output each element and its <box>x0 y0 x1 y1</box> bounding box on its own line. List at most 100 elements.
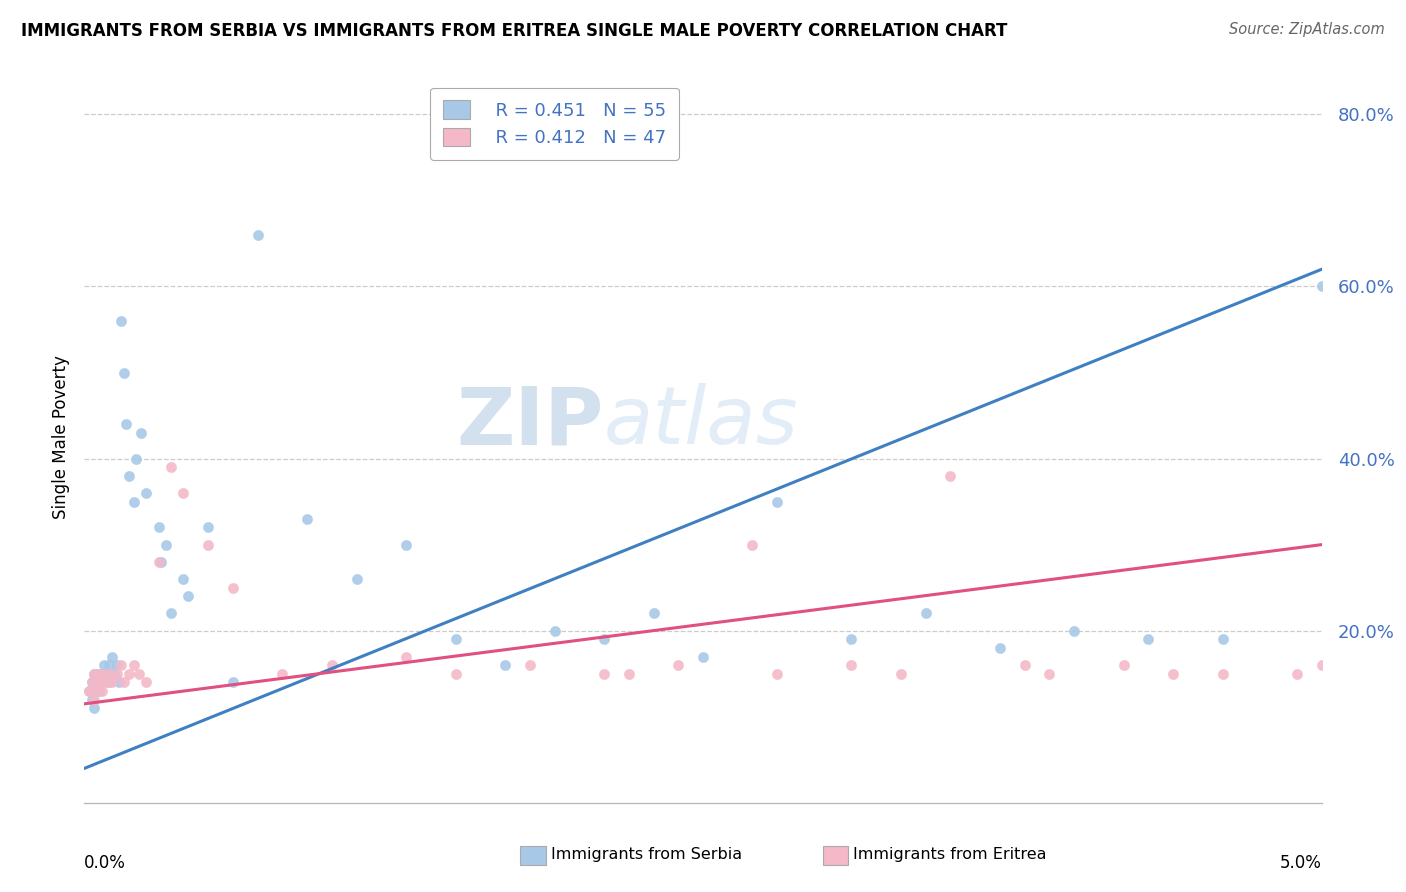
Point <box>79 684 101 698</box>
Point <box>96 666 118 681</box>
Point <box>105 666 128 681</box>
Point <box>766 666 789 681</box>
Point <box>395 649 418 664</box>
Point <box>643 607 665 621</box>
Point <box>939 468 962 483</box>
Point <box>177 589 200 603</box>
Point <box>89 684 111 698</box>
Point <box>741 538 763 552</box>
Point <box>444 632 467 647</box>
Point <box>80 684 103 698</box>
Point <box>172 572 194 586</box>
Point <box>89 666 111 681</box>
Point <box>86 675 108 690</box>
Point <box>692 649 714 664</box>
Point <box>160 607 183 621</box>
Point <box>1063 624 1085 638</box>
Point <box>914 607 936 621</box>
Point <box>128 666 150 681</box>
Point <box>83 666 105 681</box>
Point <box>100 649 122 664</box>
Point <box>1310 658 1333 673</box>
Point <box>444 666 467 681</box>
Point <box>125 451 148 466</box>
Point <box>83 666 105 681</box>
Point <box>89 675 111 690</box>
Point <box>90 684 112 698</box>
Point <box>112 675 135 690</box>
Point <box>1137 632 1160 647</box>
Point <box>1038 666 1060 681</box>
Point <box>150 555 173 569</box>
Text: IMMIGRANTS FROM SERBIA VS IMMIGRANTS FROM ERITREA SINGLE MALE POVERTY CORRELATIO: IMMIGRANTS FROM SERBIA VS IMMIGRANTS FRO… <box>21 22 1008 40</box>
Text: Source: ZipAtlas.com: Source: ZipAtlas.com <box>1229 22 1385 37</box>
Point <box>148 520 170 534</box>
Point <box>988 640 1011 655</box>
Point <box>80 675 103 690</box>
Point <box>80 675 103 690</box>
Point <box>118 468 141 483</box>
Point <box>135 486 157 500</box>
Point <box>98 658 121 673</box>
Point <box>135 675 157 690</box>
Text: Immigrants from Serbia: Immigrants from Serbia <box>551 847 742 862</box>
Point <box>108 675 131 690</box>
Point <box>100 675 122 690</box>
Point <box>80 692 103 706</box>
Point <box>83 701 105 715</box>
Point <box>103 666 125 681</box>
Point <box>494 658 516 673</box>
Point <box>295 512 318 526</box>
Point <box>90 675 112 690</box>
Point <box>115 417 138 432</box>
Point <box>841 632 863 647</box>
Point <box>93 666 115 681</box>
Text: atlas: atlas <box>605 384 799 461</box>
Point <box>197 520 219 534</box>
Point <box>98 666 121 681</box>
Text: 5.0%: 5.0% <box>1279 854 1322 872</box>
Point <box>395 538 418 552</box>
Point <box>1285 666 1308 681</box>
Text: 0.0%: 0.0% <box>84 854 127 872</box>
Point <box>197 538 219 552</box>
Point <box>89 675 111 690</box>
Point <box>321 658 343 673</box>
Point <box>155 538 177 552</box>
Point <box>766 494 789 508</box>
Point <box>122 658 145 673</box>
Point <box>90 675 112 690</box>
Point <box>593 632 616 647</box>
Point <box>666 658 689 673</box>
Point <box>172 486 194 500</box>
Point <box>86 684 108 698</box>
Point <box>98 675 121 690</box>
Point <box>1014 658 1036 673</box>
Point <box>79 684 101 698</box>
Point <box>86 675 108 690</box>
Y-axis label: Single Male Poverty: Single Male Poverty <box>52 355 70 519</box>
Point <box>86 684 108 698</box>
Point <box>222 675 245 690</box>
Point <box>129 425 152 440</box>
Point <box>543 624 565 638</box>
Point <box>246 227 269 242</box>
Legend:   R = 0.451   N = 55,   R = 0.412   N = 47: R = 0.451 N = 55, R = 0.412 N = 47 <box>430 87 679 160</box>
Point <box>93 666 115 681</box>
Point <box>96 675 118 690</box>
Point <box>890 666 912 681</box>
Point <box>90 666 112 681</box>
Point <box>1310 279 1333 293</box>
Point <box>617 666 640 681</box>
Point <box>222 581 245 595</box>
Point <box>93 658 115 673</box>
Point <box>1212 632 1234 647</box>
Point <box>110 314 132 328</box>
Point <box>118 666 141 681</box>
Point <box>160 460 183 475</box>
Point <box>841 658 863 673</box>
Point <box>346 572 368 586</box>
Text: ZIP: ZIP <box>457 384 605 461</box>
Point <box>1112 658 1135 673</box>
Point <box>86 666 108 681</box>
